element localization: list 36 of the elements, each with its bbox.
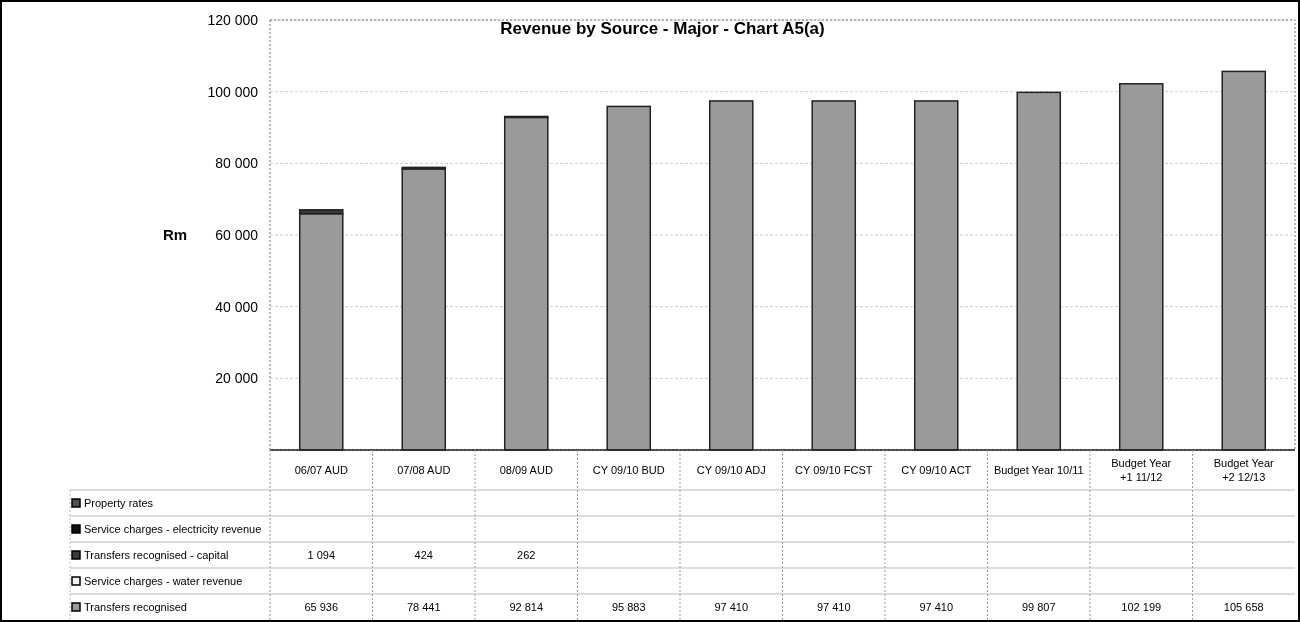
x-tick-label: 08/09 AUD bbox=[499, 463, 553, 476]
y-tick-label: 100 000 bbox=[207, 83, 259, 100]
data-label: 99 807 bbox=[1021, 600, 1056, 613]
x-tick-label: Budget Year +2 12/13 bbox=[1213, 456, 1275, 483]
x-tick-label: 07/08 AUD bbox=[397, 463, 451, 476]
legend-label: Property rates bbox=[84, 496, 154, 509]
data-label: 97 410 bbox=[714, 600, 749, 613]
x-tick-label: CY 09/10 ACT bbox=[901, 463, 972, 476]
legend-label: Transfers recognised - capital bbox=[84, 548, 229, 561]
y-tick-label: 20 000 bbox=[215, 370, 259, 387]
legend-label: Service charges - water revenue bbox=[84, 574, 243, 587]
chart-title: Revenue by Source - Major - Chart A5(a) bbox=[500, 18, 825, 38]
y-tick-label: 60 000 bbox=[215, 226, 259, 243]
data-label: 65 936 bbox=[304, 600, 339, 613]
x-tick-label: Budget Year +1 11/12 bbox=[1111, 456, 1172, 483]
data-label: 102 199 bbox=[1121, 600, 1162, 613]
data-label: 424 bbox=[414, 548, 433, 561]
data-label: 1 094 bbox=[307, 548, 336, 561]
x-tick-label: 06/07 AUD bbox=[294, 463, 348, 476]
x-tick-label: CY 09/10 FCST bbox=[795, 463, 873, 476]
data-label: 105 658 bbox=[1223, 600, 1264, 613]
data-label: 97 410 bbox=[919, 600, 954, 613]
data-label: 78 441 bbox=[406, 600, 441, 613]
x-tick-label: Budget Year 10/11 bbox=[993, 463, 1084, 476]
legend-label: Transfers recognised bbox=[84, 600, 187, 613]
y-tick-label: 80 000 bbox=[215, 155, 259, 172]
x-tick-label: CY 09/10 ADJ bbox=[696, 463, 766, 476]
data-label: 262 bbox=[517, 548, 536, 561]
data-label: 97 410 bbox=[816, 600, 851, 613]
y-tick-label: 120 000 bbox=[207, 11, 259, 28]
y-axis-title: Rm bbox=[162, 226, 188, 244]
y-tick-label: 40 000 bbox=[215, 298, 259, 315]
x-tick-label: CY 09/10 BUD bbox=[592, 463, 665, 476]
data-label: 92 814 bbox=[509, 600, 544, 613]
data-label: 95 883 bbox=[611, 600, 646, 613]
legend-label: Service charges - electricity revenue bbox=[84, 522, 262, 535]
